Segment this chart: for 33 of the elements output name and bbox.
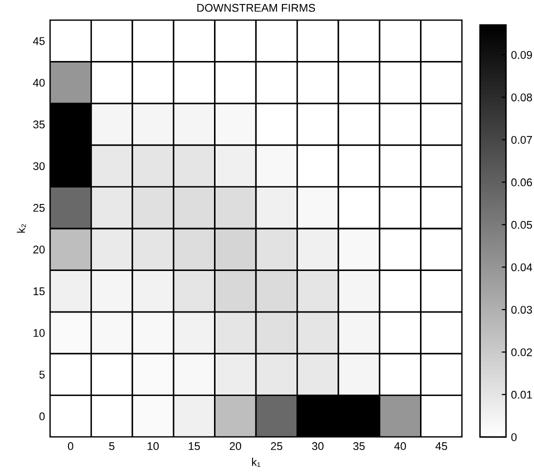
- x-tick-label: 30: [312, 442, 324, 450]
- x-axis-title: k₁: [252, 458, 260, 467]
- y-tick-label: 10: [34, 329, 45, 337]
- x-tick-label: 25: [270, 442, 282, 450]
- y-tick-label: 15: [34, 287, 45, 296]
- y-tick-label: 35: [33, 120, 45, 128]
- y-tick-label: 40: [33, 78, 45, 87]
- chart-title: DOWNSTREAM FIRMS: [197, 4, 316, 12]
- x-tick-label: 5: [109, 442, 114, 450]
- y-tick-label: 25: [33, 204, 45, 212]
- x-tick-label: 40: [394, 442, 406, 450]
- color-bar-label: 0.09: [511, 51, 532, 59]
- color-bar-label: 0.02: [511, 348, 532, 356]
- y-axis-title: k₂: [16, 224, 26, 233]
- x-tick-label: 35: [353, 442, 365, 450]
- color-bar-label: 0.08: [511, 93, 532, 102]
- y-tick-label: 20: [33, 246, 45, 254]
- y-tick-label: 0: [39, 412, 45, 420]
- color-bar-label: 0.06: [511, 178, 532, 186]
- x-tick-label: 20: [230, 442, 242, 450]
- x-tick-label: 10: [148, 442, 159, 450]
- color-bar-label: 0.07: [511, 136, 532, 144]
- y-tick-label: 45: [33, 37, 45, 45]
- color-bar-label: 0.01: [511, 390, 532, 399]
- x-tick-label: 0: [68, 442, 74, 450]
- color-bar-label: 0.04: [511, 263, 532, 272]
- y-tick-label: 5: [39, 370, 45, 379]
- color-bar-label: 0.03: [511, 306, 532, 314]
- x-tick-label: 45: [435, 442, 448, 450]
- x-tick-label: 15: [188, 442, 200, 450]
- y-tick-label: 30: [33, 162, 45, 170]
- color-bar-label: 0.05: [511, 220, 532, 229]
- color-bar-label: 0: [511, 433, 517, 442]
